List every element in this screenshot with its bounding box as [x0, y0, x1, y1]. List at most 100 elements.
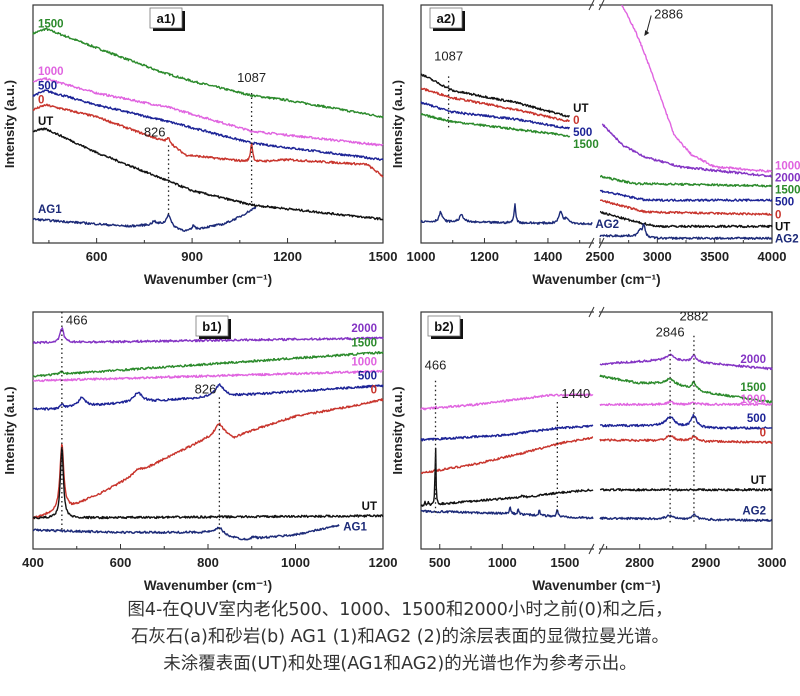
x-tick-label: 800	[197, 555, 219, 570]
x-tick-label: 2900	[691, 555, 720, 570]
x-tick-label: 600	[110, 555, 132, 570]
caption-line-1: 图4-在QUV室内老化500、1000、1500和2000小时之前(0)和之后，	[127, 600, 673, 620]
series-line-1000	[33, 369, 384, 383]
series-line-ut	[32, 448, 384, 520]
axis-break-mark-top	[588, 0, 605, 11]
panel-label-box	[149, 7, 183, 29]
series-label-2000: 2000	[740, 354, 766, 366]
series-line-0	[420, 87, 571, 122]
series-line-500	[599, 413, 773, 430]
series-line-500	[32, 89, 384, 161]
series-label-ag2: AG2	[595, 219, 619, 231]
series-label-2000: 2000	[775, 173, 800, 185]
series-label-1500: 1500	[740, 382, 766, 394]
x-tick-label: 900	[181, 249, 203, 264]
series-line-ut	[420, 447, 594, 507]
caption-line-3: 未涂覆表面(UT)和处理(AG1和AG2)的光谱也作为参考示出。	[163, 654, 637, 674]
series-line-0	[599, 434, 773, 444]
panel-label: b2)	[434, 319, 454, 334]
series-label-1500: 1500	[573, 139, 599, 151]
annotation-label: 466	[66, 313, 88, 328]
series-label-0: 0	[38, 95, 44, 107]
series-label-500: 500	[747, 413, 766, 425]
series-label-1500: 1500	[38, 19, 64, 31]
series-line-500	[599, 189, 773, 202]
series-label-1000: 1000	[38, 66, 64, 78]
series-label-ag2: AG2	[742, 506, 766, 518]
series-line-500	[420, 424, 594, 442]
series-label-0: 0	[371, 385, 377, 397]
x-tick-label: 4000	[758, 249, 787, 264]
panel-label: a1)	[157, 11, 176, 26]
series-label-1500: 1500	[351, 337, 377, 349]
series-line-ag1	[32, 206, 257, 232]
series-label-0: 0	[760, 427, 766, 439]
panel-label-box	[195, 315, 229, 337]
series-line-0	[32, 103, 384, 178]
x-tick-label: 500	[429, 555, 451, 570]
series-line-0	[599, 199, 773, 216]
series-label-ut: UT	[573, 103, 588, 115]
panel-label: b1)	[202, 319, 222, 334]
x-tick-label: 2500	[586, 249, 615, 264]
series-line-ag2	[420, 506, 594, 520]
axis-break-mark-bottom	[588, 543, 605, 555]
series-line-ag1	[32, 524, 340, 541]
y-axis-label: Intensity (a.u.)	[2, 80, 17, 168]
x-tick-label: 1200	[470, 249, 499, 264]
series-line-ag2	[599, 223, 773, 240]
plot-frame	[32, 311, 384, 550]
x-axis-label: Wavenumber (cm⁻¹)	[532, 272, 660, 287]
series-label-1000: 1000	[351, 356, 377, 368]
series-line-2000	[601, 123, 773, 178]
panel-label-box	[429, 7, 463, 29]
series-label-0: 0	[573, 115, 579, 127]
panel-a2: 1000 1200 1400 2500 3000 3500 4000 Wavenumber (…	[390, 0, 800, 287]
annotation-label: 466	[425, 358, 447, 373]
series-line-2000	[32, 327, 384, 345]
panel-b1: 400 600 800 1000 1200 Wavenumber (cm⁻¹) Intens…	[2, 311, 398, 593]
x-tick-label: 600	[86, 249, 108, 264]
x-tick-label: 1000	[407, 249, 436, 264]
annotation-arrowhead	[644, 29, 650, 36]
series-line-500	[32, 383, 384, 411]
series-label-500: 500	[358, 371, 377, 383]
y-axis-label: Intensity (a.u.)	[390, 386, 405, 474]
series-line-ut	[32, 127, 384, 221]
series-line-1500	[32, 27, 384, 119]
series-line-1500	[32, 351, 384, 378]
series-label-0: 0	[775, 209, 781, 221]
series-label-ut: UT	[775, 221, 790, 233]
annotation-label: 1440	[561, 386, 590, 401]
x-axis-label: Wavenumber (cm⁻¹)	[144, 272, 272, 287]
series-label-ag1: AG1	[343, 521, 367, 533]
x-axis-label: Wavenumber (cm⁻¹)	[144, 578, 272, 593]
series-line-ut	[420, 73, 571, 118]
series-label-1000: 1000	[740, 394, 766, 406]
x-tick-label: 3500	[700, 249, 729, 264]
axis-break-gap-top	[594, 309, 599, 315]
annotation-label: 1087	[434, 49, 463, 64]
x-tick-label: 3000	[758, 555, 787, 570]
figure-caption: 图4-在QUV室内老化500、1000、1500和2000小时之前(0)和之后，…	[0, 597, 800, 678]
series-label-2000: 2000	[351, 323, 377, 335]
axis-break-mark-top	[588, 306, 605, 318]
x-tick-label: 1200	[369, 555, 398, 570]
series-label-1000: 1000	[775, 161, 800, 173]
x-tick-label: 1500	[550, 555, 579, 570]
series-line-1500	[599, 374, 773, 404]
panel-a1: 600 900 1200 1500 Wavenumber (cm⁻¹) Intensity…	[2, 4, 397, 287]
series-line-1500	[600, 174, 773, 188]
x-tick-label: 1200	[273, 249, 302, 264]
plot-frame	[32, 4, 384, 244]
axis-break-mark-bottom	[588, 237, 605, 249]
series-label-ut: UT	[38, 116, 53, 128]
raman-spectra-figure: 600 900 1200 1500 Wavenumber (cm⁻¹) Intensity…	[2, 0, 800, 593]
series-label-500: 500	[573, 127, 592, 139]
x-tick-label: 400	[22, 555, 44, 570]
series-line-ag2	[599, 513, 773, 523]
caption-line-2: 石灰石(a)和砂岩(b) AG1 (1)和AG2 (2)的涂层表面的显微拉曼光谱…	[130, 627, 670, 647]
x-tick-label: 3000	[643, 249, 672, 264]
series-line-1000	[32, 77, 384, 147]
